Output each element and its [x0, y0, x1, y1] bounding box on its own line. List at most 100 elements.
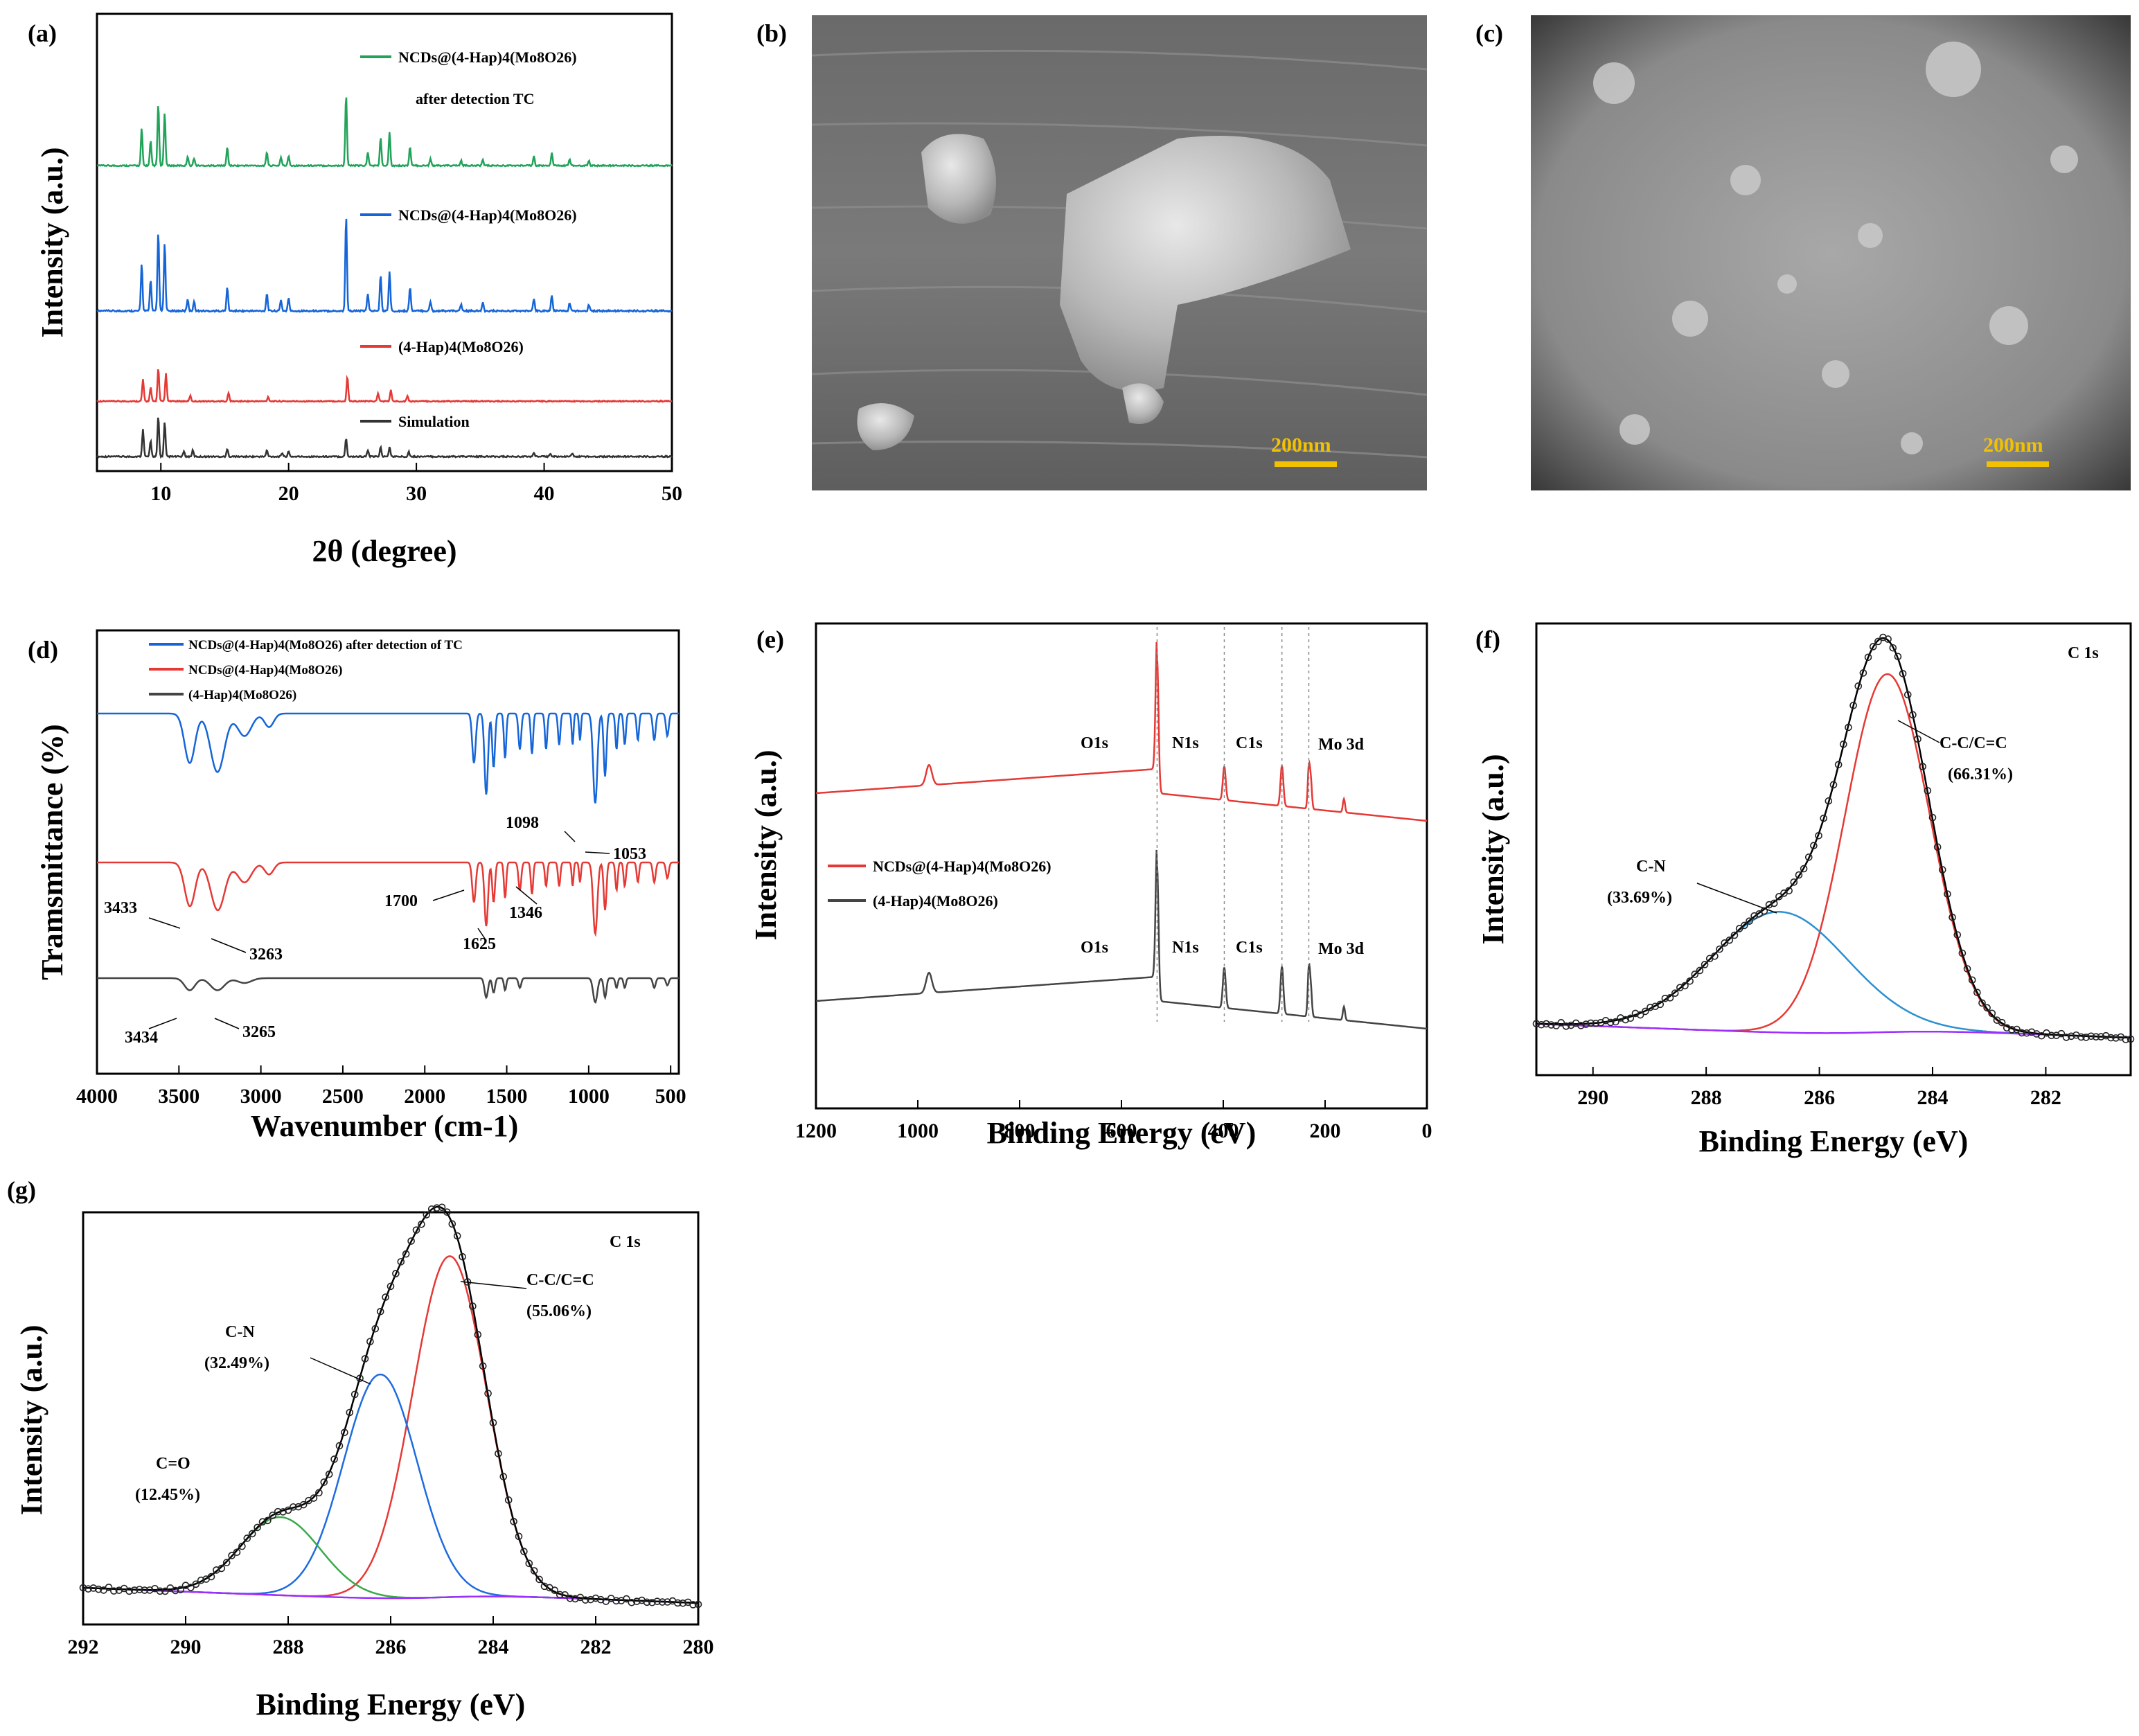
panel-f-data-point — [1914, 735, 1921, 743]
panel-g-xtick-label-5: 282 — [580, 1636, 612, 1658]
panel-d-xtick-label-5: 1500 — [486, 1085, 528, 1108]
panel-g-data-point — [361, 1355, 369, 1363]
panel-g-data-point — [407, 1237, 415, 1245]
panel-f-data-point — [1968, 976, 1976, 984]
panel-f-data-point — [1547, 1021, 1555, 1029]
panel-f-data-point — [1730, 931, 1739, 939]
panel-b-particle-2 — [1060, 136, 1351, 391]
panel-g-data-point — [474, 1331, 482, 1338]
panel-c-particles — [1593, 42, 2078, 454]
panel-f-data-point — [1810, 842, 1818, 849]
panel-f-data-point — [1651, 1002, 1659, 1011]
panel-f-data-point — [1933, 843, 1942, 851]
panel-f-data-point — [1958, 949, 1967, 957]
panel-g-data-point — [79, 1584, 87, 1592]
panel-f-data-point — [1973, 989, 1981, 997]
panel-d-ylabel: Tramsmittance (%) — [35, 724, 69, 980]
panel-d-xtick-label-4: 2000 — [404, 1085, 445, 1108]
panel-f-data-point — [1631, 1009, 1640, 1018]
panel-d-ann-3263: 3263 — [249, 946, 283, 964]
panel-a-legend-2: NCDs@(4-Hap)4(Mo8O26) — [398, 206, 577, 224]
panel-f-data-point — [1854, 682, 1863, 690]
panel-f-data-point — [2107, 1034, 2115, 1042]
panel-f-data-point — [2097, 1033, 2105, 1040]
panel-g-data-point — [566, 1595, 574, 1602]
panel-f-data-point — [2023, 1029, 2031, 1037]
panel-g-data-point — [664, 1598, 671, 1606]
panel-g-data-point — [366, 1338, 374, 1345]
panel-f-data-point — [2087, 1032, 2095, 1040]
panel-f-data-point — [2032, 1030, 2041, 1038]
panel-e-o1s-top: O1s — [1081, 734, 1108, 752]
panel-d-legend-3: (4-Hap)4(Mo8O26) — [188, 688, 296, 702]
panel-f-data-point — [1716, 945, 1723, 953]
panel-d-legend-1: NCDs@(4-Hap)4(Mo8O26) after detection of… — [188, 638, 463, 653]
panel-f-c1s: 290 288 286 284 282 Binding Energy (eV) Inte… — [1476, 622, 2135, 1158]
panel-f-ticks: 290 288 286 284 282 — [1577, 1067, 2061, 1109]
panel-f-data-point — [1676, 984, 1684, 991]
panel-g-data-point — [402, 1250, 410, 1258]
panel-g-data-point — [94, 1585, 103, 1593]
panel-g-data-point — [556, 1591, 564, 1599]
panel-g-series-group — [79, 1203, 702, 1609]
panel-g-component-2 — [82, 1516, 699, 1604]
panel-e-xtick-label-6: 0 — [1422, 1119, 1432, 1142]
panel-b-particle-1 — [921, 134, 996, 224]
panel-g-data-point — [484, 1390, 492, 1397]
panel-f-data-point — [2052, 1031, 2061, 1040]
panel-g-data-point — [479, 1362, 487, 1370]
panel-f-data-point — [1785, 887, 1793, 895]
panel-g-comp-2-pct: (32.49%) — [204, 1354, 269, 1372]
panel-g-data-point — [136, 1586, 143, 1593]
panel-e-peak-markers — [1156, 627, 1310, 1022]
panel-g-data-point — [551, 1586, 559, 1595]
panel-f-data-point — [1790, 878, 1798, 886]
panel-f-label: (f) — [1475, 626, 1500, 653]
panel-g-data-point — [299, 1500, 308, 1509]
panel-d-label: (d) — [28, 636, 58, 664]
panel-g-data-point — [218, 1564, 226, 1573]
panel-g-data-point — [561, 1591, 569, 1599]
panel-f-data-point — [1543, 1020, 1550, 1028]
panel-g-data-point — [397, 1258, 405, 1266]
panel-f-data-point — [1647, 1003, 1654, 1011]
panel-f-data-point — [1924, 787, 1932, 795]
panel-g-data-point — [320, 1478, 328, 1486]
panel-f-data-point — [1661, 994, 1669, 1002]
panel-f-data-point — [1746, 917, 1753, 925]
panel-a-series-2 — [96, 218, 673, 314]
panel-f-data-point — [1928, 813, 1937, 822]
panel-e-xtick-label-4: 400 — [1208, 1119, 1239, 1142]
panel-e-xps-survey: 1200 1000 800 600 400 200 0 Binding Energy (eV… — [749, 622, 1432, 1150]
panel-g-c1s: 292 290 288 286 284 282 280 Binding Energy (eV… — [15, 1203, 714, 1721]
panel-f-data-point — [1869, 643, 1877, 650]
panel-g-data-point — [571, 1595, 579, 1603]
panel-g-xtick-label-3: 286 — [375, 1636, 407, 1658]
panel-f-data-point — [1909, 711, 1917, 719]
panel-f-data-point — [1903, 691, 1912, 699]
panel-f-data-point — [1587, 1019, 1595, 1027]
panel-f-data-point — [1884, 635, 1892, 643]
panel-g-data-point — [315, 1489, 323, 1497]
panel-g-data-point — [530, 1567, 538, 1575]
panel-a-xtick-label-1: 20 — [278, 482, 299, 505]
panel-g-data-point — [412, 1226, 420, 1234]
panel-g-data-point — [254, 1523, 261, 1532]
panel-e-series-0 — [815, 641, 1428, 822]
panel-g-data-point — [423, 1211, 431, 1219]
panel-f-data-point — [2067, 1032, 2075, 1040]
panel-f-data-point — [1725, 936, 1734, 944]
panel-g-xtick-label-4: 284 — [478, 1636, 509, 1658]
panel-f-data-point — [1671, 989, 1679, 997]
panel-e-xtick-label-5: 200 — [1310, 1119, 1341, 1142]
panel-f-data-point — [1577, 1022, 1585, 1029]
panel-g-data-point — [535, 1575, 543, 1584]
panel-g-data-point — [125, 1587, 133, 1595]
panel-g-data-point — [228, 1552, 236, 1559]
panel-a-legend-3: (4-Hap)4(Mo8O26) — [398, 338, 524, 355]
panel-f-data-point — [1592, 1019, 1600, 1027]
panel-g-data-point — [658, 1598, 666, 1606]
panel-g-data-point — [597, 1595, 605, 1604]
panel-e-series-1 — [815, 849, 1428, 1030]
panel-f-data-point — [2048, 1031, 2055, 1040]
